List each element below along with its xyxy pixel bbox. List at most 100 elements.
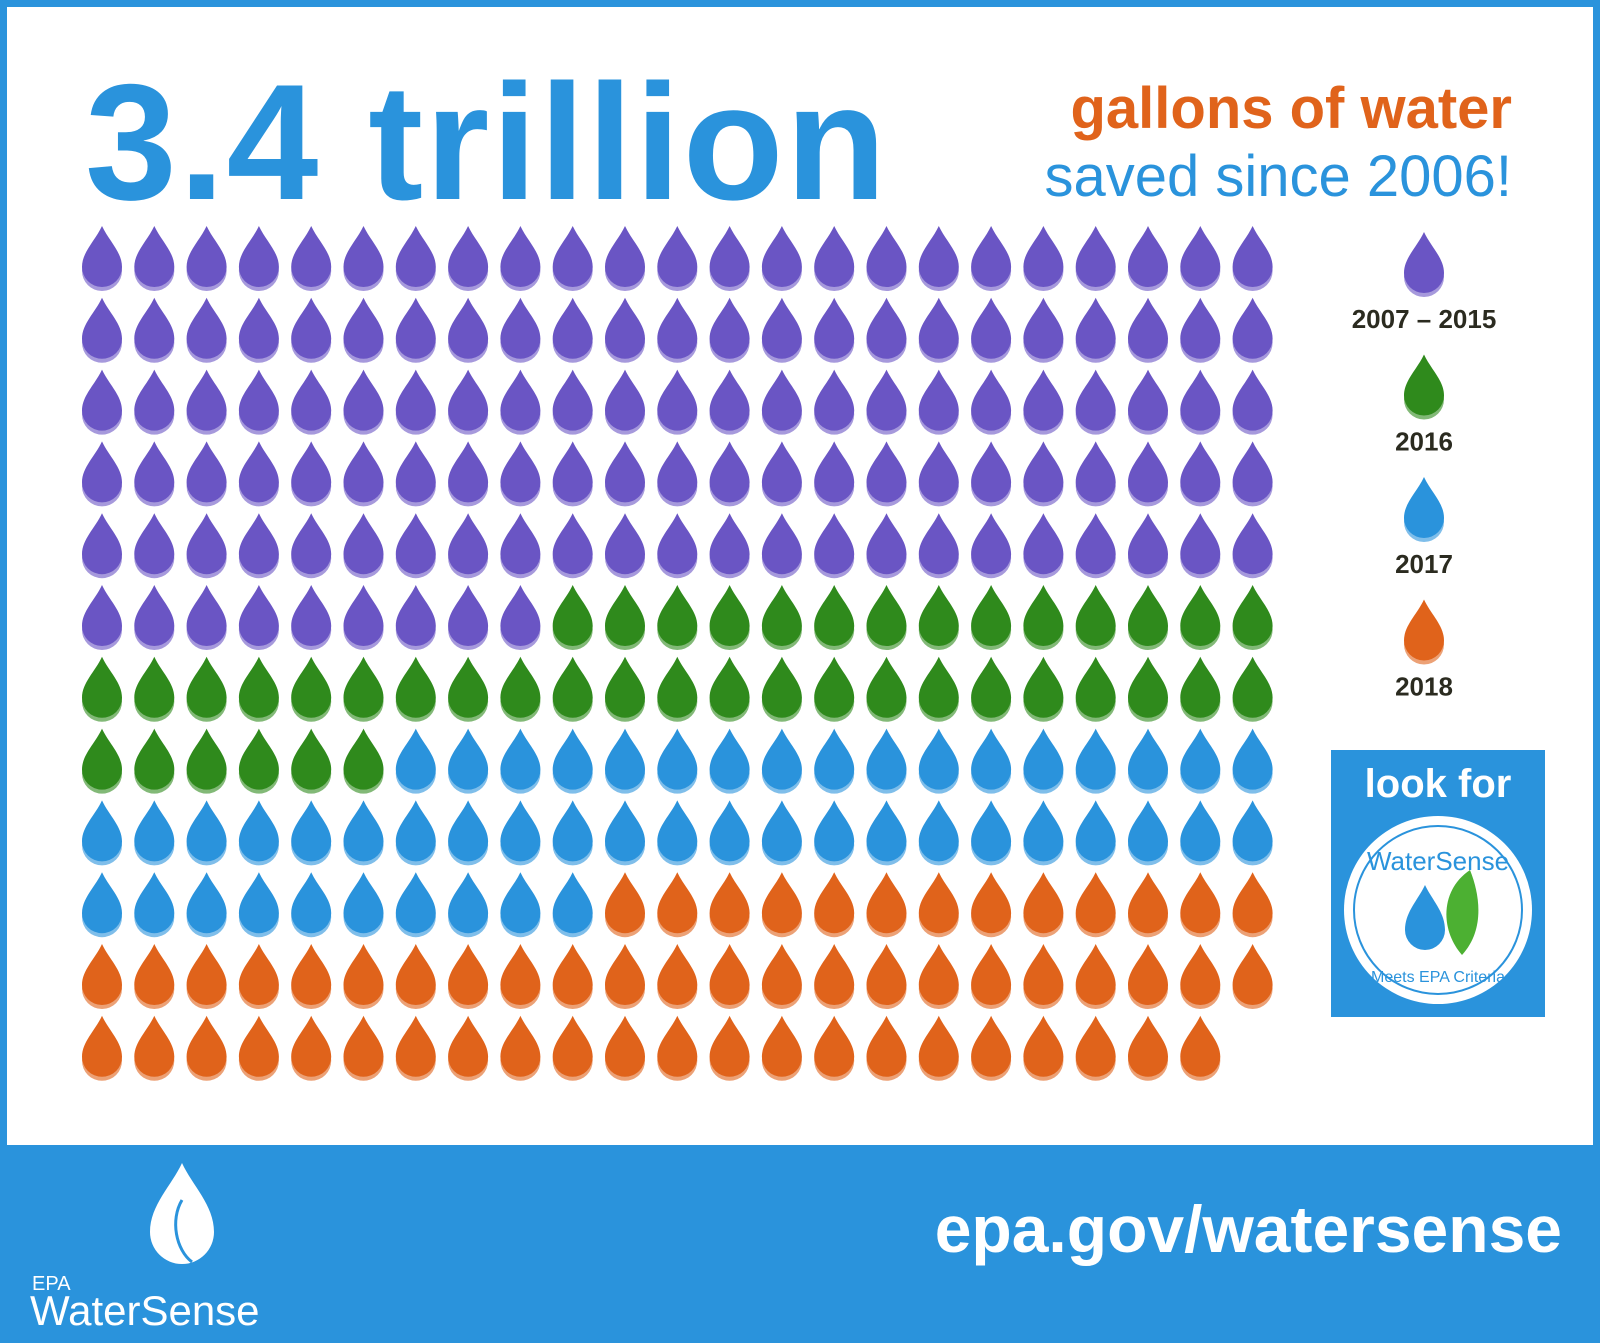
drop-body	[448, 297, 489, 359]
drop-body	[918, 1015, 959, 1077]
legend-label: 2018	[1395, 672, 1453, 702]
drop	[82, 656, 122, 722]
drop	[395, 226, 436, 291]
drop-body	[291, 1015, 332, 1077]
drop	[186, 297, 227, 363]
drop-body	[866, 513, 907, 575]
drop-body	[814, 369, 855, 431]
drop	[134, 1015, 175, 1081]
drop-body	[186, 513, 227, 575]
drop	[761, 872, 802, 938]
drop	[1180, 226, 1221, 291]
badge-heading: look for	[1365, 762, 1512, 806]
drop-body	[1023, 297, 1064, 359]
drop-body	[1075, 728, 1116, 790]
drop	[82, 800, 122, 866]
drop-body	[291, 944, 332, 1005]
drop-body	[1075, 1015, 1116, 1077]
drop-body	[291, 728, 332, 790]
drop-body	[814, 872, 855, 934]
drop	[709, 297, 750, 363]
drop	[971, 513, 1012, 579]
drop	[1180, 800, 1221, 866]
drop	[971, 656, 1012, 722]
drop	[238, 872, 279, 938]
drop	[709, 872, 750, 938]
drop	[552, 441, 593, 507]
drop-body	[918, 944, 959, 1005]
drop	[186, 656, 227, 722]
drop-body	[1404, 477, 1444, 538]
drop	[814, 369, 855, 435]
drop	[395, 585, 436, 650]
drop	[1180, 872, 1221, 938]
drop	[971, 297, 1012, 363]
drop-body	[709, 800, 750, 862]
drop-body	[395, 585, 436, 646]
drop-body	[395, 297, 436, 359]
drop	[552, 297, 593, 363]
drop-body	[134, 800, 175, 862]
drop-body	[1023, 872, 1064, 934]
drop	[918, 728, 959, 794]
drop-body	[657, 513, 698, 575]
drop-body	[500, 728, 541, 790]
drop	[291, 513, 332, 579]
drop-body	[134, 226, 175, 287]
drop-body	[605, 226, 645, 287]
drop	[134, 800, 175, 866]
drop-body	[186, 656, 227, 718]
drop	[866, 441, 907, 507]
drop-body	[1180, 297, 1221, 359]
drop	[291, 872, 332, 938]
drop-body	[395, 656, 436, 718]
drop	[1232, 297, 1273, 363]
drop	[709, 585, 750, 650]
drop-body	[971, 513, 1012, 575]
drop	[971, 441, 1012, 507]
drop	[1232, 728, 1273, 794]
drop-body	[500, 944, 541, 1005]
drop-body	[971, 369, 1012, 431]
drop	[448, 1015, 489, 1081]
drop	[1180, 656, 1221, 722]
drop-body	[186, 944, 227, 1005]
drop-body	[552, 441, 593, 503]
drop-body	[1232, 944, 1273, 1005]
drop	[1232, 441, 1273, 507]
drop-body	[761, 944, 802, 1005]
drop	[291, 441, 332, 507]
drop-body	[395, 441, 436, 503]
drop	[605, 441, 645, 507]
drop	[238, 297, 279, 363]
drop-body	[761, 226, 802, 287]
drop-body	[343, 944, 384, 1005]
drop-body	[761, 728, 802, 790]
drop	[552, 1015, 593, 1081]
drop	[657, 656, 698, 722]
drop	[1128, 800, 1168, 866]
drop-body	[761, 585, 802, 646]
drop-body	[448, 585, 489, 646]
drop	[761, 585, 802, 650]
drop-body	[1023, 513, 1064, 575]
drop	[291, 226, 332, 291]
badge: look for WaterSense Meets EPA Criteria	[1331, 750, 1545, 1017]
drop	[709, 226, 750, 291]
drop	[186, 585, 227, 650]
drop-body	[500, 369, 541, 431]
drop-body	[1128, 513, 1168, 575]
drop	[1023, 944, 1064, 1009]
drop-body	[1232, 656, 1273, 718]
drop-body	[971, 441, 1012, 503]
drop	[709, 656, 750, 722]
drop	[343, 585, 384, 650]
drop-body	[395, 513, 436, 575]
drop	[918, 872, 959, 938]
drop	[709, 441, 750, 507]
drop-body	[1023, 656, 1064, 718]
drop-body	[1023, 369, 1064, 431]
drop	[552, 369, 593, 435]
drop-body	[238, 297, 279, 359]
drop-body	[761, 872, 802, 934]
